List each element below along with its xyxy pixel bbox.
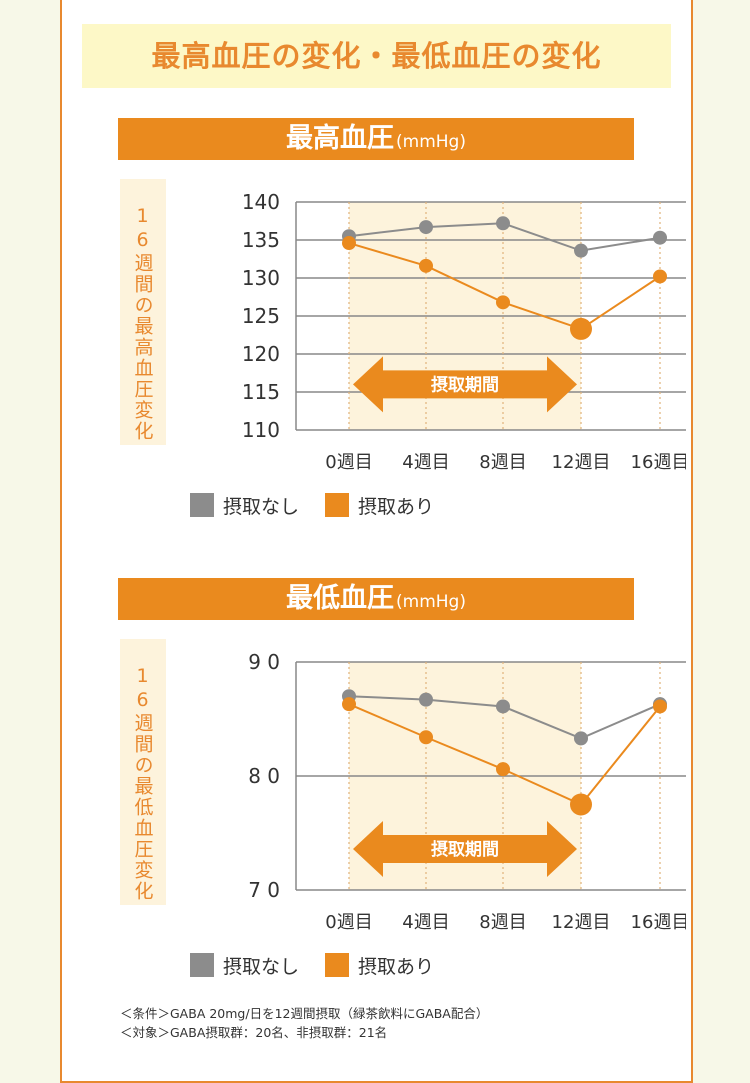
systolic-section-title: 最高血圧 (mmHg) [118, 118, 634, 160]
diastolic-legend: 摂取なし 摂取あり [190, 952, 460, 978]
legend-label-no-intake: 摂取なし [223, 495, 300, 518]
data-point-no-intake [419, 220, 433, 235]
legend-item-no-intake: 摂取なし [190, 952, 299, 979]
data-point-with-intake [570, 793, 592, 816]
data-point-no-intake [653, 230, 667, 245]
diastolic-unit: (mmHg) [396, 592, 466, 612]
x-tick-label: 8週目 [479, 912, 526, 933]
legend-swatch-no-intake [190, 953, 214, 977]
data-point-with-intake [342, 697, 356, 712]
data-point-no-intake [496, 216, 510, 231]
note-subjects: ＜対象＞GABA摂取群：20名、非摂取群：21名 [120, 1025, 388, 1040]
systolic-legend: 摂取なし 摂取あり [190, 492, 460, 518]
y-tick-label: 9 0 [248, 650, 280, 674]
data-point-with-intake [342, 236, 356, 251]
note-condition: ＜条件＞GABA 20mg/日を12週間摂取（緑茶飲料にGABA配合） [120, 1006, 489, 1021]
diastolic-ylabel-box: 16週間の最低血圧変化 [120, 639, 166, 905]
y-tick-label: 8 0 [248, 764, 280, 788]
x-tick-label: 0週目 [325, 912, 372, 933]
x-tick-label: 16週目 [631, 912, 686, 933]
legend-item-with-intake: 摂取あり [325, 492, 434, 519]
x-tick-label: 12週目 [552, 452, 611, 473]
intake-period-arrow [353, 356, 577, 413]
systolic-ylabel-box: 16週間の最高血圧変化 [120, 179, 166, 445]
data-point-no-intake [496, 699, 510, 714]
diastolic-title: 最低血圧 [286, 583, 395, 614]
data-point-with-intake [653, 699, 667, 714]
data-point-with-intake [496, 295, 510, 310]
systolic-ylabel: 16週間の最高血圧変化 [131, 204, 154, 442]
y-tick-label: 135 [242, 228, 280, 252]
y-tick-label: 7 0 [248, 878, 280, 902]
x-tick-label: 8週目 [479, 452, 526, 473]
intake-period-label: 摂取期間 [431, 839, 499, 860]
intake-period-label: 摂取期間 [431, 374, 499, 395]
x-tick-label: 4週目 [402, 912, 449, 933]
data-point-no-intake [574, 243, 588, 258]
intake-period-arrow [353, 820, 577, 877]
legend-swatch-with-intake [325, 493, 350, 517]
diastolic-section-title: 最低血圧 (mmHg) [118, 578, 634, 620]
legend-label-no-intake: 摂取なし [223, 955, 300, 978]
x-tick-label: 16週目 [631, 452, 686, 473]
y-tick-label: 140 [242, 190, 280, 214]
x-tick-label: 0週目 [325, 452, 372, 473]
data-point-with-intake [496, 762, 510, 777]
legend-item-with-intake: 摂取あり [325, 952, 434, 979]
y-tick-label: 120 [242, 342, 280, 366]
legend-swatch-no-intake [190, 493, 214, 517]
data-point-with-intake [570, 317, 592, 340]
diastolic-chart: 9 0 8 0 7 0 摂取期間 0週目 4週目 8週目 12週目 16週目 [248, 650, 686, 933]
chart-card: 最高血圧の変化・最低血圧の変化 最高血圧 (mmHg) 16週間の最高血圧変化 1… [60, 0, 693, 1083]
systolic-unit: (mmHg) [396, 132, 466, 152]
data-point-with-intake [419, 730, 433, 745]
systolic-chart: 140 135 130 125 120 115 110 摂取期間 0週目 4週目 8週目 12週目 16… [242, 190, 686, 473]
data-point-no-intake [419, 692, 433, 707]
diastolic-ylabel: 16週間の最低血圧変化 [131, 664, 154, 902]
data-point-with-intake [653, 269, 667, 284]
y-tick-label: 110 [242, 418, 280, 442]
x-tick-label: 4週目 [402, 452, 449, 473]
data-point-with-intake [419, 258, 433, 273]
x-tick-label: 12週目 [552, 912, 611, 933]
y-tick-label: 115 [242, 380, 280, 404]
legend-item-no-intake: 摂取なし [190, 492, 299, 519]
legend-swatch-with-intake [325, 953, 350, 977]
y-tick-label: 130 [242, 266, 280, 290]
study-notes: ＜条件＞GABA 20mg/日を12週間摂取（緑茶飲料にGABA配合） ＜対象＞… [120, 1004, 488, 1042]
y-tick-label: 125 [242, 304, 280, 328]
systolic-title: 最高血圧 [286, 123, 395, 154]
legend-label-with-intake: 摂取あり [358, 955, 435, 978]
legend-label-with-intake: 摂取あり [358, 495, 435, 518]
page-title: 最高血圧の変化・最低血圧の変化 [82, 24, 671, 88]
data-point-no-intake [574, 731, 588, 746]
